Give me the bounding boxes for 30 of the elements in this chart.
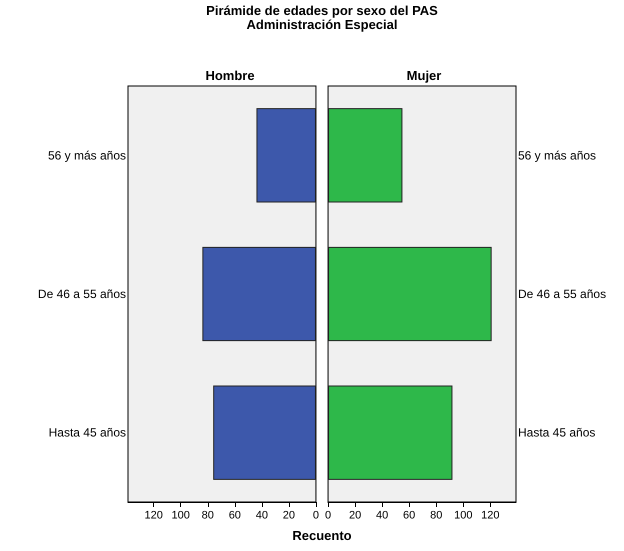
y-tick-label: 56 y más años [48, 148, 126, 162]
x-tick-label: 20 [282, 510, 296, 522]
x-tick-label: 0 [312, 510, 320, 522]
text: Mujer [406, 68, 442, 83]
x-tick-label: 120 [481, 510, 500, 522]
x-tick-label: 80 [202, 510, 214, 522]
series-label: Hombre [205, 68, 255, 83]
y-tick-label: Hasta 45 años [518, 426, 596, 440]
x-tick-label: 120 [144, 510, 163, 522]
x-tick-label: 60 [403, 510, 416, 522]
bar [328, 108, 402, 202]
x-tick-label: 100 [172, 510, 190, 522]
y-tick-label: De 46 a 55 años [518, 287, 606, 301]
x-axis-title: Recuento [291, 528, 353, 543]
x-tick-label: 80 [430, 510, 442, 522]
bar [202, 246, 316, 342]
x-tick-label: 20 [348, 510, 362, 522]
bar [213, 386, 316, 480]
x-tick-label: 40 [256, 510, 268, 522]
bar [328, 246, 492, 342]
chart-title: Pirámide de edades por sexo del PAS Administración Especial [205, 3, 439, 32]
y-tick-label: De 46 a 55 años [38, 287, 126, 301]
x-tick-label: 60 [228, 510, 241, 522]
bar [256, 108, 316, 202]
y-tick-label: Hasta 45 años [48, 426, 126, 440]
x-tick-label: 40 [376, 510, 388, 522]
bar [328, 386, 452, 480]
y-tick-label: 56 y más años [518, 148, 596, 162]
x-tick-label: 100 [454, 510, 472, 522]
x-tick-label: 0 [324, 510, 332, 522]
